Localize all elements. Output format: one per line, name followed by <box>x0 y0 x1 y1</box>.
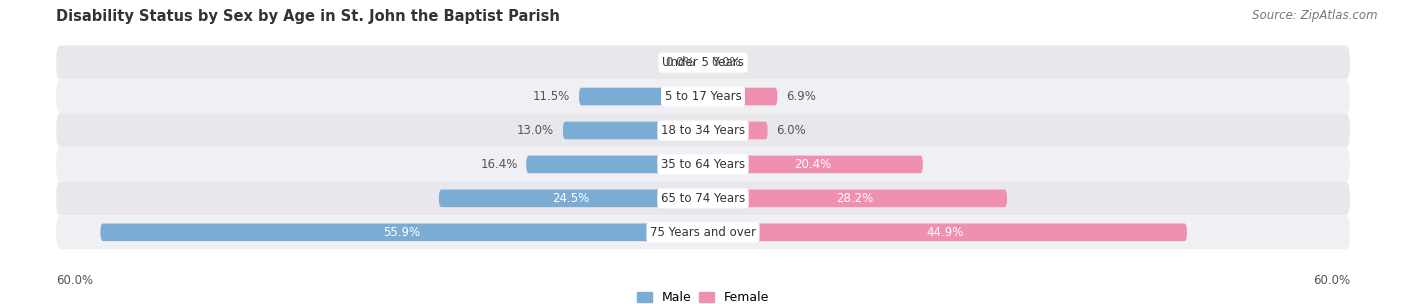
FancyBboxPatch shape <box>56 147 1350 181</box>
Legend: Male, Female: Male, Female <box>637 291 769 304</box>
Text: 60.0%: 60.0% <box>56 274 93 287</box>
Text: 6.0%: 6.0% <box>776 124 806 137</box>
Text: 5 to 17 Years: 5 to 17 Years <box>665 90 741 103</box>
FancyBboxPatch shape <box>56 181 1350 215</box>
Text: 18 to 34 Years: 18 to 34 Years <box>661 124 745 137</box>
FancyBboxPatch shape <box>703 156 922 173</box>
Text: 35 to 64 Years: 35 to 64 Years <box>661 158 745 171</box>
Text: 60.0%: 60.0% <box>1313 274 1350 287</box>
FancyBboxPatch shape <box>526 156 703 173</box>
FancyBboxPatch shape <box>56 215 1350 249</box>
FancyBboxPatch shape <box>703 122 768 139</box>
Text: 13.0%: 13.0% <box>517 124 554 137</box>
Text: 75 Years and over: 75 Years and over <box>650 226 756 239</box>
FancyBboxPatch shape <box>56 46 1350 80</box>
FancyBboxPatch shape <box>56 113 1350 147</box>
FancyBboxPatch shape <box>100 223 703 241</box>
Text: 0.0%: 0.0% <box>665 56 695 69</box>
Text: Under 5 Years: Under 5 Years <box>662 56 744 69</box>
Text: Source: ZipAtlas.com: Source: ZipAtlas.com <box>1253 9 1378 22</box>
Text: 55.9%: 55.9% <box>384 226 420 239</box>
FancyBboxPatch shape <box>703 88 778 105</box>
FancyBboxPatch shape <box>562 122 703 139</box>
FancyBboxPatch shape <box>439 189 703 207</box>
Text: 44.9%: 44.9% <box>927 226 963 239</box>
Text: 6.9%: 6.9% <box>786 90 815 103</box>
FancyBboxPatch shape <box>703 189 1007 207</box>
Text: 65 to 74 Years: 65 to 74 Years <box>661 192 745 205</box>
Text: 20.4%: 20.4% <box>794 158 831 171</box>
FancyBboxPatch shape <box>56 80 1350 113</box>
Text: 24.5%: 24.5% <box>553 192 589 205</box>
Text: Disability Status by Sex by Age in St. John the Baptist Parish: Disability Status by Sex by Age in St. J… <box>56 9 560 24</box>
Text: 11.5%: 11.5% <box>533 90 571 103</box>
Text: 28.2%: 28.2% <box>837 192 873 205</box>
Text: 16.4%: 16.4% <box>481 158 517 171</box>
FancyBboxPatch shape <box>579 88 703 105</box>
FancyBboxPatch shape <box>703 223 1187 241</box>
Text: 0.0%: 0.0% <box>711 56 741 69</box>
